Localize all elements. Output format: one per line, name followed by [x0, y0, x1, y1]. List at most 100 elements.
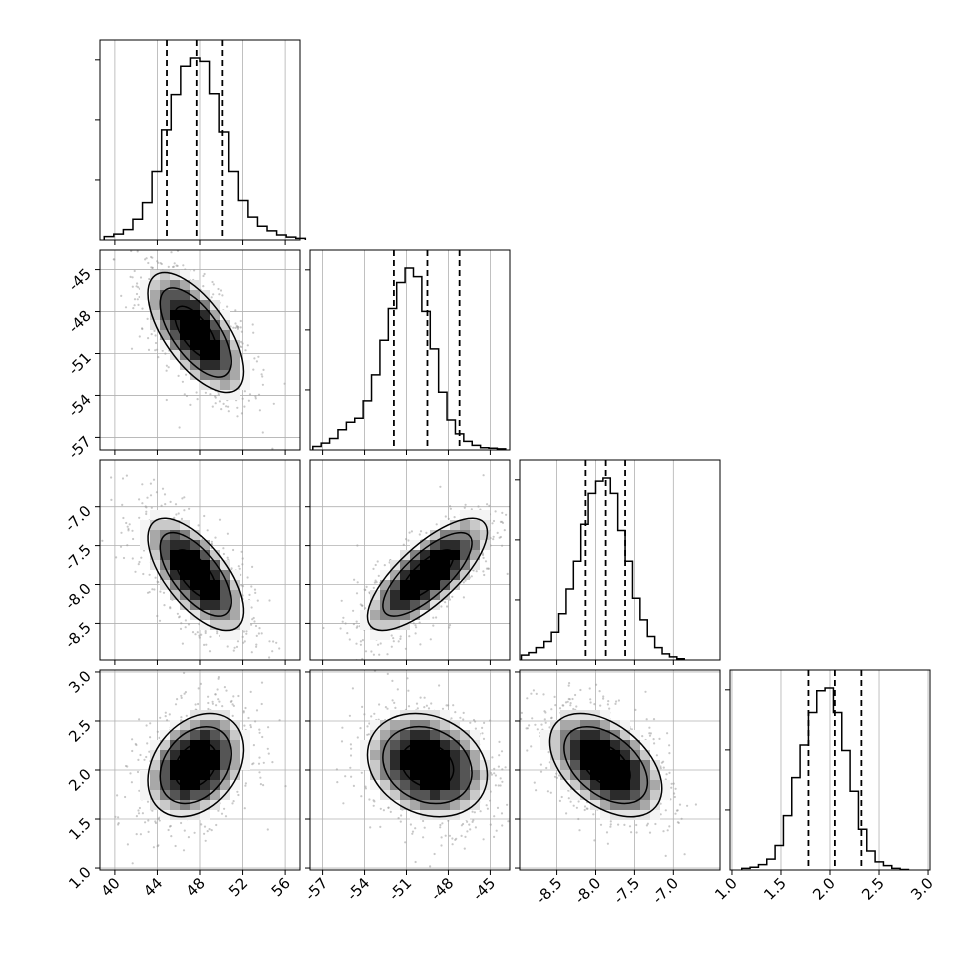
sample-point — [116, 794, 119, 797]
sample-point — [410, 530, 413, 533]
sample-point — [223, 686, 226, 689]
sample-point — [124, 764, 128, 768]
sample-point — [267, 752, 270, 755]
sample-point — [482, 570, 485, 573]
density-cell — [190, 730, 200, 740]
sample-point — [432, 616, 435, 619]
sample-point — [258, 756, 261, 759]
density-cell — [160, 280, 170, 290]
sample-point — [474, 826, 477, 829]
density-cell — [470, 520, 480, 530]
sample-point — [203, 272, 206, 276]
sample-point — [489, 771, 492, 775]
density-cell — [230, 330, 240, 340]
sample-point — [150, 255, 153, 259]
sample-point — [514, 513, 516, 515]
histogram-panel — [95, 39, 307, 245]
sample-point — [352, 609, 355, 612]
sample-point — [189, 403, 192, 406]
density-cell — [380, 610, 390, 620]
sample-point — [185, 373, 188, 376]
density-cell — [190, 540, 200, 550]
density-cell — [230, 780, 240, 790]
sample-point — [489, 790, 492, 793]
density-cell — [210, 310, 220, 320]
sample-point — [185, 394, 189, 398]
density-cell — [420, 550, 430, 560]
density-cell — [160, 270, 170, 280]
sample-point — [207, 707, 210, 711]
sample-point — [258, 728, 261, 731]
x-tick-label: 40 — [97, 874, 123, 900]
sample-point — [160, 504, 163, 507]
sample-point — [215, 704, 218, 707]
sample-point — [241, 563, 244, 566]
sample-point — [154, 821, 158, 825]
density-cell — [180, 800, 190, 810]
sample-point — [370, 715, 373, 718]
sample-point — [180, 622, 183, 625]
sample-point — [236, 640, 240, 643]
sample-point — [161, 349, 164, 352]
density-blocks — [140, 710, 250, 820]
sample-point — [162, 246, 164, 248]
density-cell — [240, 600, 250, 610]
density-panel: 40 44 48 52 561.01.52.02.53.0 — [65, 667, 301, 900]
sample-point — [151, 588, 154, 591]
sample-point — [240, 550, 243, 553]
density-cell — [430, 540, 440, 550]
sample-point — [341, 620, 344, 623]
sample-point — [131, 529, 134, 532]
density-cell — [180, 550, 190, 560]
sample-point — [194, 633, 197, 636]
sample-point — [452, 704, 455, 707]
sample-point — [464, 503, 467, 506]
density-cell — [190, 350, 200, 360]
sample-point — [199, 682, 202, 686]
sample-point — [232, 326, 235, 329]
sample-point — [261, 735, 264, 739]
density-cell — [210, 580, 220, 590]
sample-point — [382, 666, 384, 668]
sample-point — [408, 635, 411, 638]
sample-point — [145, 512, 148, 516]
density-cell — [220, 390, 230, 400]
sample-point — [147, 337, 150, 340]
density-cell — [150, 540, 160, 550]
sample-point — [117, 823, 120, 826]
sample-point — [138, 516, 141, 519]
sample-point — [482, 737, 486, 741]
sample-point — [202, 274, 205, 278]
sample-point — [218, 293, 221, 296]
sample-point — [449, 505, 452, 508]
density-cell — [150, 530, 160, 540]
sample-point — [386, 653, 389, 656]
density-cell — [180, 760, 190, 770]
density-cell — [180, 580, 190, 590]
sample-point — [240, 345, 243, 348]
density-cell — [160, 540, 170, 550]
density-cell — [190, 340, 200, 350]
sample-point — [268, 599, 271, 602]
sample-point — [500, 750, 504, 753]
sample-point — [137, 286, 140, 289]
sample-point — [515, 495, 517, 497]
density-cell — [180, 270, 190, 280]
sample-point — [131, 862, 134, 865]
density-cell — [190, 560, 200, 570]
density-cell — [210, 780, 220, 790]
sample-point — [141, 307, 144, 310]
density-cell — [150, 310, 160, 320]
density-cell — [440, 540, 450, 550]
sample-point — [349, 743, 352, 746]
density-cell — [390, 580, 400, 590]
density-cell — [190, 330, 200, 340]
sample-point — [191, 631, 195, 634]
density-cell — [180, 810, 190, 820]
sample-point — [446, 605, 449, 608]
sample-point — [240, 330, 243, 333]
sample-point — [387, 806, 390, 809]
density-cell — [360, 620, 370, 630]
density-cell — [200, 810, 210, 820]
sample-point — [422, 819, 425, 823]
